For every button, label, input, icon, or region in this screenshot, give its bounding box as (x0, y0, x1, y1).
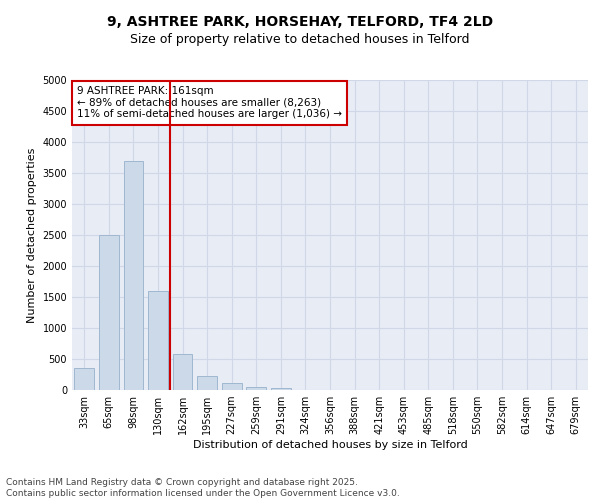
Bar (222, 382, 242, 390)
Bar (74, 368, 94, 390)
Bar (99, 235, 119, 390)
Text: 9, ASHTREE PARK, HORSEHAY, TELFORD, TF4 2LD: 9, ASHTREE PARK, HORSEHAY, TELFORD, TF4 … (107, 15, 493, 29)
Bar (247, 387, 266, 390)
Bar (271, 388, 290, 390)
X-axis label: Distribution of detached houses by size in Telford: Distribution of detached houses by size … (193, 440, 467, 450)
Bar (124, 160, 143, 390)
Bar (197, 376, 217, 390)
Y-axis label: Number of detached properties: Number of detached properties (27, 148, 37, 322)
Bar (148, 291, 168, 390)
Text: 9 ASHTREE PARK: 161sqm
← 89% of detached houses are smaller (8,263)
11% of semi-: 9 ASHTREE PARK: 161sqm ← 89% of detached… (77, 86, 342, 120)
Bar (173, 354, 193, 390)
Text: Size of property relative to detached houses in Telford: Size of property relative to detached ho… (130, 32, 470, 46)
Text: Contains HM Land Registry data © Crown copyright and database right 2025.
Contai: Contains HM Land Registry data © Crown c… (6, 478, 400, 498)
